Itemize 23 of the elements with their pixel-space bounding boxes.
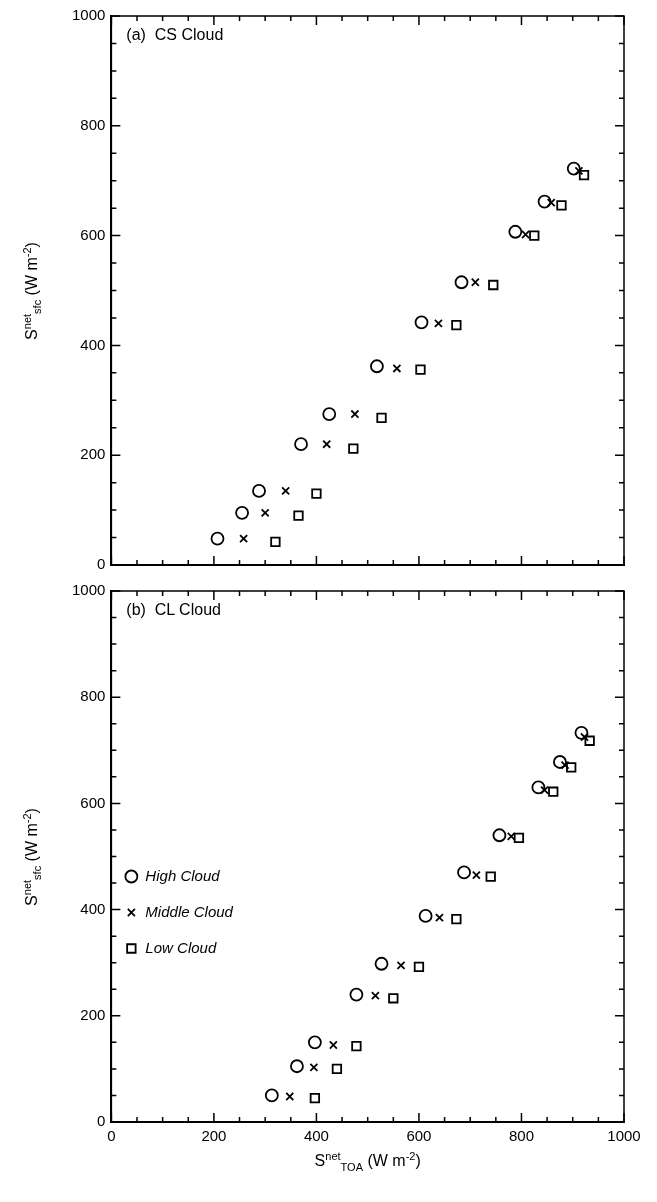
y-tick-label: 600: [80, 793, 106, 811]
legend-label: Low Cloud: [145, 938, 217, 956]
x-tick-label: 1000: [607, 1127, 641, 1145]
legend-label: High Cloud: [145, 866, 221, 884]
legend-label: Middle Cloud: [145, 902, 234, 920]
y-tick-label: 0: [97, 555, 106, 573]
y-tick-label: 200: [80, 445, 106, 463]
text: (a) CS Cloud: [126, 26, 224, 44]
y-tick-label: 800: [80, 687, 106, 705]
y-tick-label: 600: [80, 225, 106, 243]
text: (b) CL Cloud: [126, 601, 221, 619]
y-tick-label: 200: [80, 1005, 106, 1023]
y-tick-label: 0: [97, 1112, 106, 1130]
x-axis-title: S$^{net}$$_{TOA}$ (W m$^{-2}$): [314, 1150, 421, 1173]
x-tick-label: 600: [406, 1127, 432, 1145]
y-tick-label: 800: [80, 115, 106, 133]
x-tick-label: 200: [201, 1127, 227, 1145]
y-tick-label: 1000: [71, 581, 106, 599]
x-tick-label: 400: [303, 1127, 329, 1145]
y-tick-label: 400: [80, 335, 106, 353]
x-tick-label: 800: [508, 1127, 534, 1145]
y-tick-label: 400: [80, 899, 106, 917]
y-tick-label: 1000: [71, 6, 106, 24]
